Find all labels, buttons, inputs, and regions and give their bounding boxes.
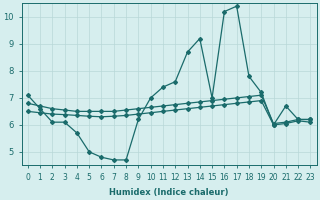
X-axis label: Humidex (Indice chaleur): Humidex (Indice chaleur) [109, 188, 229, 197]
